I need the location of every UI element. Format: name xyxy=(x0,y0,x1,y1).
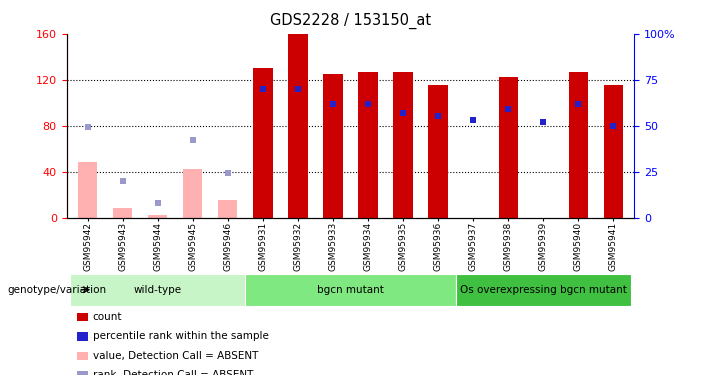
Bar xyxy=(218,200,238,217)
Bar xyxy=(569,72,588,217)
Bar xyxy=(77,352,88,360)
Text: wild-type: wild-type xyxy=(134,285,182,295)
Bar xyxy=(183,169,203,217)
Bar xyxy=(288,34,308,218)
Bar xyxy=(148,215,168,217)
Bar xyxy=(253,68,273,218)
Bar xyxy=(358,72,378,217)
Text: percentile rank within the sample: percentile rank within the sample xyxy=(93,332,268,341)
Bar xyxy=(323,74,343,217)
Text: value, Detection Call = ABSENT: value, Detection Call = ABSENT xyxy=(93,351,258,361)
Bar xyxy=(498,77,518,218)
FancyBboxPatch shape xyxy=(245,274,456,306)
FancyBboxPatch shape xyxy=(70,274,245,306)
Bar xyxy=(393,72,413,217)
Bar xyxy=(77,371,88,375)
Bar xyxy=(77,332,88,340)
Text: genotype/variation: genotype/variation xyxy=(7,285,106,295)
Bar xyxy=(77,313,88,321)
Text: Os overexpressing bgcn mutant: Os overexpressing bgcn mutant xyxy=(460,285,627,295)
Bar xyxy=(428,86,448,218)
Text: rank, Detection Call = ABSENT: rank, Detection Call = ABSENT xyxy=(93,370,253,375)
Text: GDS2228 / 153150_at: GDS2228 / 153150_at xyxy=(270,13,431,29)
Bar xyxy=(113,209,132,218)
FancyBboxPatch shape xyxy=(456,274,631,306)
Bar xyxy=(78,162,97,218)
Text: bgcn mutant: bgcn mutant xyxy=(317,285,384,295)
Bar xyxy=(604,86,623,218)
Text: count: count xyxy=(93,312,122,322)
